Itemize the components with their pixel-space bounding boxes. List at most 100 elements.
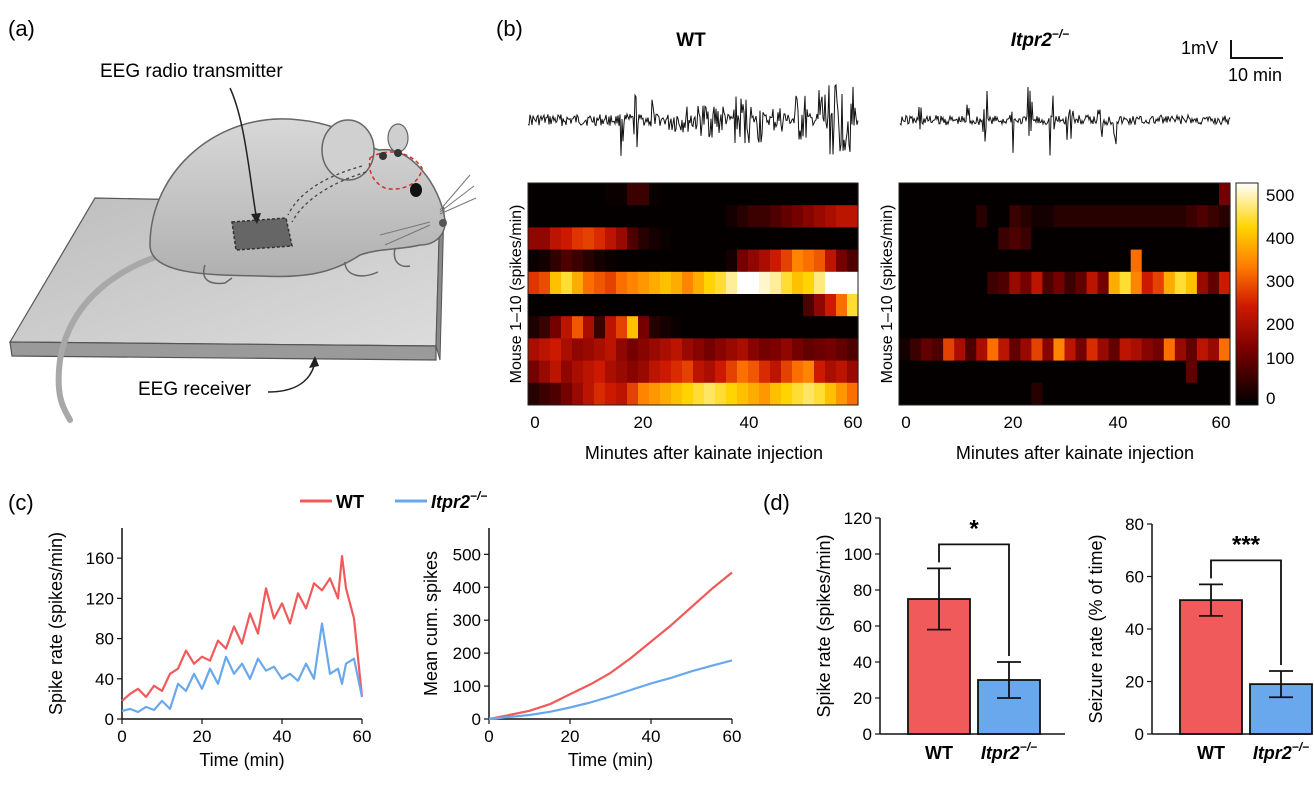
heatmap-cell — [726, 316, 738, 339]
heatmap-cell — [1009, 294, 1021, 317]
heatmap-cell — [770, 338, 782, 361]
heatmap-cell — [726, 271, 738, 295]
mouse-head-electrodes — [368, 151, 423, 190]
heatmap-cell — [899, 338, 911, 361]
heatmap-cell — [1064, 271, 1077, 295]
heatmap-cell — [792, 227, 804, 250]
heatmap-cell — [1053, 338, 1066, 361]
heatmap-cell — [1152, 183, 1165, 206]
heatmap-cell — [1130, 249, 1143, 273]
heatmap-cell — [1009, 382, 1021, 406]
heatmap-cell — [781, 294, 793, 317]
heatmap-cell — [803, 316, 815, 339]
heatmap-cell — [954, 382, 966, 406]
heatmap-cell — [1020, 249, 1032, 273]
heatmap-cell — [539, 360, 551, 384]
panel-b: (b) WT Itpr2−/− 1mV 10 min Mouse 1–10 (s… — [496, 16, 1294, 463]
heatmap-cell — [1086, 271, 1099, 295]
heatmap-cell — [770, 316, 782, 339]
heatmap-cell — [594, 249, 606, 273]
heatmap-ko-xtick: 20 — [1004, 413, 1023, 432]
heatmap-cell — [1185, 316, 1198, 339]
heatmap-cell — [649, 338, 661, 361]
heatmap-cell — [1207, 271, 1220, 295]
heatmap-cell — [660, 360, 672, 384]
heatmap-cell — [921, 249, 933, 273]
heatmap-cell — [1031, 316, 1044, 339]
heatmap-cell — [1152, 316, 1165, 339]
heatmap-cell — [1141, 205, 1154, 228]
heatmap-cell — [671, 183, 683, 206]
x-tick-label: 20 — [193, 727, 212, 746]
heatmap-cell — [1031, 294, 1044, 317]
heatmap-cell — [1053, 205, 1066, 228]
heatmap-cell — [1097, 360, 1110, 384]
heatmap-cell — [726, 183, 738, 206]
heatmap-cell — [965, 360, 977, 384]
y-tick-label: 400 — [453, 578, 481, 597]
heatmap-wt-ylabel: Mouse 1–10 (spikes/min) — [508, 205, 525, 384]
heatmap-cell — [1185, 183, 1198, 206]
heatmap-cell — [803, 205, 815, 228]
heatmap-cell — [1152, 294, 1165, 317]
y-tick-label: 0 — [472, 710, 481, 729]
heatmap-cell — [965, 227, 977, 250]
heatmap-cell — [781, 338, 793, 361]
bar-wt — [1179, 599, 1243, 735]
heatmap-cell — [693, 271, 705, 295]
heatmap-cell — [638, 227, 650, 250]
heatmap-cell — [638, 294, 650, 317]
heatmap-cell — [803, 227, 815, 250]
heatmap-cell — [987, 316, 999, 339]
heatmap-cell — [1218, 316, 1231, 339]
category-label-ko-super: −/− — [1020, 740, 1037, 754]
heatmap-cell — [550, 183, 562, 206]
heatmap-cell — [899, 183, 911, 206]
heatmap-cell — [899, 382, 911, 406]
heatmap-cell — [998, 382, 1010, 406]
heatmap-cell — [704, 183, 716, 206]
heatmap-cell — [825, 227, 837, 250]
heatmap-cell — [1130, 338, 1143, 361]
heatmap-wt-frame — [527, 182, 859, 406]
heatmap-cell — [1097, 294, 1110, 317]
heatmap-cell — [693, 183, 705, 206]
heatmap-cell — [693, 294, 705, 317]
heatmap-cell — [1075, 382, 1088, 406]
heatmap-cell — [638, 316, 650, 339]
heatmap-cell — [1207, 183, 1220, 206]
heatmap-cell — [921, 338, 933, 361]
scale-time-label: 10 min — [1228, 65, 1282, 85]
heatmap-cell — [1064, 338, 1077, 361]
heatmap-cell — [704, 294, 716, 317]
heatmap-cell — [1141, 360, 1154, 384]
heatmap-cell — [583, 183, 595, 206]
heatmap-cell — [1053, 183, 1066, 206]
heatmap-cell — [1207, 338, 1220, 361]
heatmap-cell — [550, 360, 562, 384]
heatmap-cell — [847, 316, 859, 339]
heatmap-cell — [737, 382, 749, 406]
heatmap-cell — [1009, 271, 1021, 295]
heatmap-cell — [748, 360, 760, 384]
transmitter-wire-2 — [291, 171, 367, 223]
heatmap-cell — [539, 338, 551, 361]
heatmap-cell — [594, 183, 606, 206]
heatmap-cell — [954, 316, 966, 339]
heatmap-cell — [998, 205, 1010, 228]
chart-spike-rate-time: 0 40 80 120 160 0 20 40 60 Time (min) Spike rate (… — [46, 528, 371, 770]
heatmap-cell — [726, 360, 738, 384]
heatmap-cell — [1119, 227, 1132, 250]
heatmap-cell — [660, 227, 672, 250]
heatmap-cell — [781, 382, 793, 406]
heatmap-cell — [759, 316, 771, 339]
heatmap-cell — [921, 205, 933, 228]
heatmap-cell — [1163, 271, 1176, 295]
heatmap-cell — [1097, 227, 1110, 250]
heatmap-cell — [1152, 227, 1165, 250]
heatmap-cell — [572, 338, 584, 361]
heatmap-cell — [921, 382, 933, 406]
heatmap-cell — [836, 382, 848, 406]
heatmap-cell — [561, 316, 573, 339]
